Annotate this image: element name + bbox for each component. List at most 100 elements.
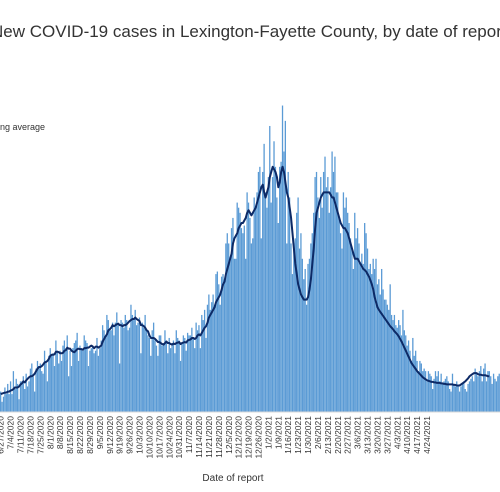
bar bbox=[107, 320, 109, 412]
x-tick-label: 9/19/2020 bbox=[115, 416, 125, 454]
bar bbox=[59, 350, 61, 412]
bar bbox=[361, 253, 363, 412]
bar bbox=[19, 381, 22, 412]
x-tick-label: 12/26/2020 bbox=[254, 416, 264, 459]
bar bbox=[398, 320, 400, 412]
bar bbox=[393, 314, 396, 412]
x-tick-label: 11/21/2020 bbox=[204, 416, 214, 458]
x-tick-label: 4/10/2021 bbox=[402, 416, 412, 454]
bar bbox=[157, 355, 159, 412]
bar bbox=[33, 391, 36, 412]
bar bbox=[253, 197, 255, 412]
bar bbox=[219, 304, 221, 412]
bar bbox=[62, 345, 64, 412]
bar bbox=[303, 279, 305, 412]
bar bbox=[222, 274, 224, 412]
bar bbox=[475, 373, 478, 412]
legend-moving-average-label: 7-day moving average bbox=[0, 122, 45, 132]
bar bbox=[267, 177, 270, 412]
bar bbox=[495, 381, 498, 412]
bar bbox=[294, 238, 296, 412]
bar bbox=[128, 327, 131, 412]
bar bbox=[415, 350, 417, 412]
bar bbox=[137, 322, 139, 412]
bar bbox=[43, 350, 46, 412]
bar bbox=[463, 381, 465, 412]
x-tick-label: 3/27/2021 bbox=[382, 416, 392, 454]
bar bbox=[273, 141, 275, 413]
bar bbox=[382, 289, 384, 412]
bar bbox=[300, 233, 302, 412]
bar bbox=[208, 294, 210, 412]
bar bbox=[286, 243, 288, 412]
bar bbox=[413, 355, 415, 412]
bar bbox=[82, 350, 84, 412]
x-tick-label: 8/29/2020 bbox=[85, 416, 95, 454]
bar bbox=[94, 350, 97, 412]
x-tick-label: 2/6/2021 bbox=[313, 416, 323, 449]
x-tick-label: 3/6/2021 bbox=[353, 416, 363, 449]
bar bbox=[345, 197, 347, 412]
bar bbox=[470, 378, 472, 412]
bar bbox=[352, 268, 354, 412]
bar bbox=[368, 268, 370, 412]
bar bbox=[386, 304, 388, 412]
bar bbox=[288, 197, 291, 412]
bar bbox=[379, 294, 381, 412]
bar bbox=[178, 340, 180, 412]
bar bbox=[189, 335, 192, 412]
bar bbox=[477, 376, 479, 412]
bar bbox=[70, 366, 73, 412]
bar bbox=[198, 325, 200, 412]
bar bbox=[140, 353, 142, 412]
bar bbox=[417, 371, 420, 412]
bar bbox=[45, 360, 47, 412]
bar bbox=[318, 217, 320, 412]
bar bbox=[162, 343, 165, 412]
bar bbox=[148, 337, 151, 412]
bar bbox=[497, 376, 499, 412]
bar bbox=[298, 248, 301, 412]
bar bbox=[287, 171, 289, 412]
bar bbox=[2, 396, 5, 412]
bar bbox=[453, 383, 455, 412]
bar bbox=[276, 197, 278, 412]
bar bbox=[154, 340, 156, 412]
bar bbox=[127, 330, 129, 412]
x-tick-label: 1/30/2021 bbox=[303, 416, 313, 454]
bar bbox=[396, 327, 398, 412]
bar bbox=[73, 343, 75, 412]
bar bbox=[483, 368, 485, 412]
bar bbox=[65, 348, 67, 412]
bar bbox=[215, 274, 217, 412]
bar bbox=[246, 192, 248, 412]
bar bbox=[96, 337, 98, 412]
bar bbox=[83, 335, 85, 412]
bar bbox=[141, 322, 143, 412]
bar bbox=[264, 192, 267, 412]
bar bbox=[269, 125, 271, 412]
bar bbox=[84, 340, 87, 412]
bar bbox=[165, 340, 168, 412]
bar bbox=[35, 368, 37, 412]
bar bbox=[334, 156, 336, 412]
bar bbox=[63, 340, 66, 412]
bar bbox=[259, 166, 261, 412]
bar bbox=[104, 337, 107, 412]
bar bbox=[322, 171, 325, 412]
bar bbox=[305, 304, 308, 412]
bar bbox=[0, 391, 2, 412]
x-tick-label: 1/2/2021 bbox=[263, 416, 273, 449]
x-tick-label: 11/28/2020 bbox=[214, 416, 224, 458]
bar bbox=[429, 373, 431, 412]
bar bbox=[203, 309, 206, 412]
bar bbox=[75, 340, 77, 412]
bar bbox=[320, 177, 322, 412]
bar bbox=[304, 268, 306, 412]
bar bbox=[488, 371, 490, 412]
bar bbox=[97, 355, 100, 412]
bar bbox=[52, 353, 54, 412]
bar bbox=[364, 223, 366, 412]
bar bbox=[168, 337, 170, 412]
bar bbox=[167, 353, 169, 412]
